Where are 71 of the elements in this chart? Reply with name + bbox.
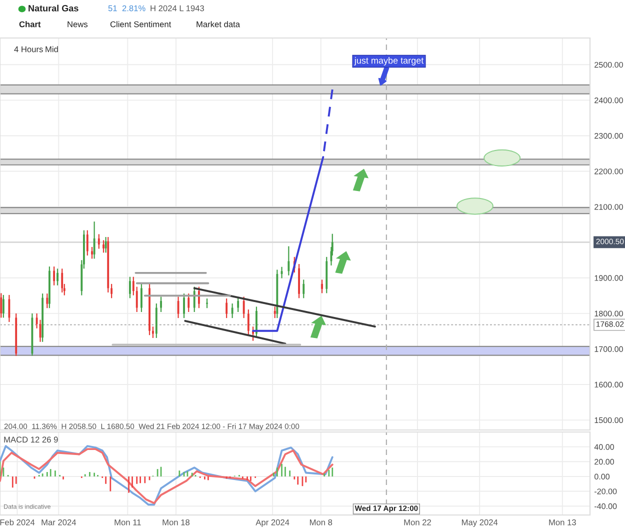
text: News — [68, 21, 88, 28]
text: 51 — [108, 5, 117, 12]
y-tick-label: 2400.00 — [594, 97, 623, 104]
candlestick — [46, 292, 48, 309]
candlestick — [288, 246, 290, 276]
candlestick — [132, 276, 134, 296]
y-tick-label: 40.00 — [594, 444, 614, 450]
candlestick — [237, 296, 240, 313]
text: H 2024 L 1943 — [150, 5, 204, 12]
y-tick-label: -40.00 — [594, 503, 617, 510]
candlestick — [206, 298, 208, 309]
y-tick-label: 2100.00 — [594, 204, 623, 210]
text: 2.81% — [122, 5, 146, 12]
y-tick-label: 2500.00 — [594, 62, 623, 68]
chart-title: Natural Gas — [28, 4, 78, 12]
candlestick — [0, 292, 2, 318]
candlestick — [274, 306, 276, 319]
x-tick-label: May 2024 — [462, 519, 498, 527]
candlestick — [93, 221, 96, 260]
x-tick-label: Mon 11 — [114, 519, 141, 526]
y-tick-label: 2200.00 — [594, 168, 623, 174]
y-tick-label: 1600.00 — [594, 382, 623, 388]
candlestick — [247, 308, 250, 336]
candlestick — [226, 298, 228, 319]
candlestick — [91, 246, 93, 260]
candlestick — [302, 279, 305, 299]
y-tick-label: 20.00 — [594, 458, 614, 465]
candlestick — [160, 296, 162, 313]
candlestick — [8, 294, 10, 323]
x-tick-label: Mon 22 — [404, 519, 431, 526]
candlestick — [53, 266, 56, 286]
x-tick-label: Feb 2024 — [0, 519, 35, 526]
candlestick — [2, 294, 4, 318]
candlestick — [298, 263, 300, 299]
text: Chart — [19, 21, 41, 28]
annotation: just maybe target — [354, 57, 424, 66]
annotation: 4 Hours — [14, 46, 43, 52]
candlestick — [321, 279, 323, 294]
candlestick — [256, 306, 258, 339]
text: Client Sentiment — [110, 21, 172, 28]
candlestick — [140, 283, 142, 313]
candlestick — [56, 268, 58, 286]
y-tick-label: 1500.00 — [594, 417, 623, 424]
candlestick — [242, 296, 245, 319]
candlestick — [102, 240, 104, 254]
y-tick-label: 2300.00 — [594, 133, 623, 139]
x-tick-label: Mon 18 — [162, 519, 190, 526]
x-tick-label: Mon 8 — [310, 519, 332, 526]
chart-title: MACD 12 26 9 — [4, 436, 58, 443]
x-tick-label: Mon 13 — [549, 519, 576, 526]
candlestick — [110, 283, 113, 299]
y-tick-label: 1800.00 — [594, 310, 623, 316]
candlestick — [188, 292, 190, 313]
candlestick — [128, 276, 131, 299]
x-tick-label: Apr 2024 — [256, 519, 290, 527]
text: Market data — [196, 21, 240, 28]
candlestick — [193, 286, 196, 313]
candlestick — [183, 292, 185, 319]
candlestick — [231, 302, 234, 319]
candlestick — [104, 236, 107, 254]
candlestick — [61, 268, 64, 294]
y-tick-label: 1900.00 — [594, 275, 623, 281]
y-tick-label: 0.00 — [594, 474, 610, 480]
annotation: Mid — [46, 46, 58, 52]
x-tick-label: Mar 2024 — [42, 519, 76, 526]
y-tick-label: 1700.00 — [594, 346, 623, 352]
y-tick-label: -20.00 — [594, 488, 617, 494]
candlestick — [136, 286, 138, 313]
candlestick — [86, 230, 88, 256]
candlestick — [152, 326, 154, 339]
candlestick — [98, 234, 100, 250]
